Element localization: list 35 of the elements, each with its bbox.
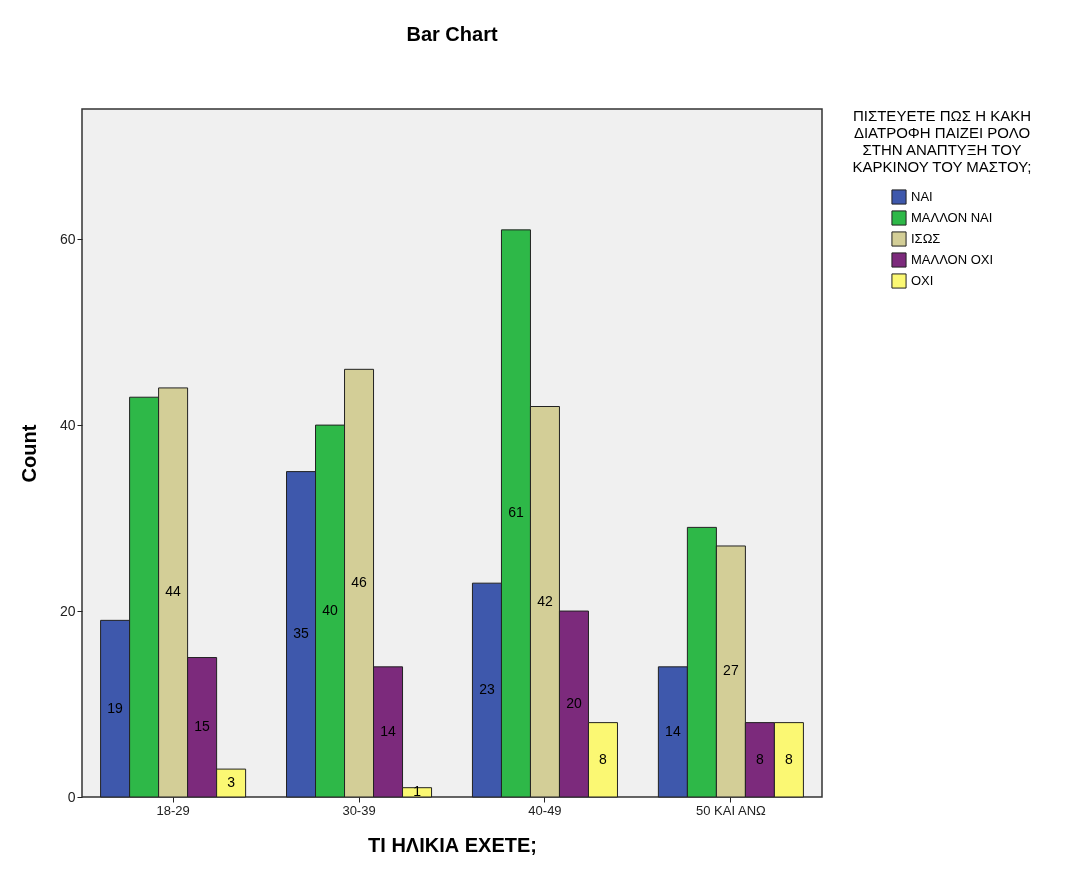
x-tick-label: 50 ΚΑΙ ΑΝΩ bbox=[696, 802, 767, 818]
legend-label: ΟΧΙ bbox=[911, 273, 934, 288]
data-label: 3 bbox=[227, 774, 236, 791]
y-tick-label: 20 bbox=[59, 602, 76, 619]
data-label: 14 bbox=[380, 722, 397, 739]
data-label: 61 bbox=[508, 504, 524, 521]
legend-label: ΜΑΛΛΟΝ ΟΧΙ bbox=[911, 252, 994, 267]
data-label: 15 bbox=[194, 718, 211, 735]
data-label: 8 bbox=[599, 750, 608, 767]
data-label: 14 bbox=[665, 722, 681, 739]
x-tick-label: 18-29 bbox=[156, 802, 190, 818]
data-label: 20 bbox=[566, 695, 582, 712]
chart-title: Bar Chart bbox=[406, 23, 498, 45]
data-label: 27 bbox=[723, 662, 739, 679]
data-label: 23 bbox=[479, 681, 495, 698]
data-label: 8 bbox=[756, 750, 764, 767]
data-label: 44 bbox=[165, 583, 182, 600]
y-tick-label: 60 bbox=[59, 230, 76, 247]
legend-label: ΝΑΙ bbox=[911, 189, 933, 204]
legend-title: ΠΙΣΤΕΥΕΤΕ ΠΩΣ Η ΚΑΚΗ ΔΙΑΤΡΟΦΗ ΠΑΙΖΕΙ ΡΟΛΟ ΣΤΗΝ ΑΝΑΠΤΥΞΗ ΤΟΥ ΚΑΡΚΙΝΟΥ ΤΟΥ ΜΑΣΤΟΥ; bbox=[852, 107, 1032, 175]
y-axis-title: Count bbox=[17, 424, 40, 483]
data-label: 46 bbox=[351, 574, 368, 591]
y-tick-label: 40 bbox=[59, 416, 76, 433]
legend-label: ΙΣΩΣ bbox=[911, 231, 941, 246]
x-tick-label: 30-39 bbox=[342, 802, 376, 818]
data-label: 35 bbox=[293, 625, 310, 642]
data-label: 42 bbox=[537, 592, 553, 609]
data-label: 19 bbox=[107, 699, 124, 716]
y-tick-label: 0 bbox=[67, 788, 76, 805]
x-tick-label: 40-49 bbox=[528, 802, 562, 818]
data-label: 1 bbox=[413, 783, 422, 800]
legend-label: ΜΑΛΛΟΝ ΝΑΙ bbox=[911, 210, 993, 225]
data-label: 8 bbox=[785, 750, 794, 767]
data-label: 40 bbox=[322, 602, 339, 619]
x-axis-title: ΤΙ ΗΛΙΚΙΑ ΕΧΕΤΕ; bbox=[368, 833, 537, 856]
